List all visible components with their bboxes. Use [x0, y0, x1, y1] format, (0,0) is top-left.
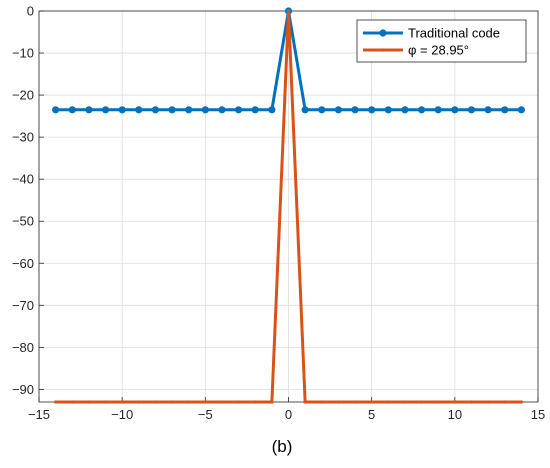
- series-1-point-12: [253, 400, 257, 404]
- series-1-point-19: [370, 400, 374, 404]
- series-1-point-28: [519, 400, 523, 404]
- series-1-point-0: [54, 400, 58, 404]
- y-tick-label-8: −80: [12, 340, 34, 355]
- series-1-point-22: [419, 400, 424, 404]
- x-tick-label-4: 5: [368, 407, 375, 422]
- y-tick-label-6: −60: [12, 256, 34, 271]
- x-tick-label-1: −10: [111, 407, 133, 422]
- series-0-point-24: [451, 106, 459, 114]
- y-tick-label-3: −30: [12, 130, 34, 145]
- series-0-point-12: [251, 106, 259, 114]
- y-tick-label-7: −70: [12, 298, 34, 313]
- series-1-point-9: [203, 400, 207, 404]
- y-tick-label-0: 0: [27, 4, 34, 19]
- x-tick-label-6: 15: [531, 407, 545, 422]
- series-1-point-21: [403, 400, 407, 404]
- x-tick-label-0: −15: [28, 407, 50, 422]
- series-0-point-18: [351, 106, 359, 114]
- y-tick-label-4: −40: [12, 172, 34, 187]
- series-0-point-27: [501, 106, 509, 114]
- legend-marker-1: [381, 48, 385, 52]
- x-tick-label-2: −5: [198, 407, 213, 422]
- series-0-point-22: [417, 106, 426, 114]
- series-0-point-3: [101, 106, 110, 114]
- series-1-point-18: [353, 400, 357, 404]
- series-1-point-14: [286, 9, 291, 13]
- series-0-point-11: [235, 106, 243, 114]
- x-tick-label-3: 0: [285, 407, 292, 422]
- series-1-point-17: [336, 400, 340, 404]
- series-1-point-26: [486, 400, 490, 404]
- series-0-point-6: [151, 106, 160, 114]
- series-1-point-3: [103, 400, 108, 404]
- series-1-point-1: [70, 400, 74, 404]
- series-0-point-21: [401, 106, 409, 114]
- series-1-point-20: [386, 400, 390, 404]
- series-1-point-13: [270, 400, 274, 404]
- series-1-point-5: [137, 400, 141, 404]
- series-1-point-24: [453, 400, 457, 404]
- series-0-point-26: [484, 106, 492, 114]
- x-tick-label-5: 10: [448, 407, 462, 422]
- series-1-point-16: [320, 400, 324, 404]
- series-0-point-5: [135, 106, 143, 114]
- series-1-point-27: [503, 400, 507, 404]
- series-0-point-8: [185, 106, 193, 114]
- series-0-point-4: [118, 106, 126, 114]
- series-1-point-11: [237, 400, 241, 404]
- series-0-point-7: [168, 106, 176, 114]
- legend: Traditional code φ = 28.95°: [356, 19, 527, 63]
- y-tick-label-2: −20: [12, 88, 34, 103]
- series-1-point-7: [170, 400, 174, 404]
- series-1-point-8: [187, 400, 191, 404]
- legend-label-1: φ = 28.95°: [408, 43, 469, 58]
- axis-ticks: −15 −10 −5 0 5 10 150−10−20−30−40−50−60−70−80−…: [12, 4, 545, 423]
- series-0-point-16: [318, 106, 326, 114]
- series-1-point-25: [469, 400, 474, 404]
- y-tick-label-9: −90: [12, 382, 34, 397]
- series-1-point-6: [153, 400, 158, 404]
- series-1-point-4: [120, 400, 124, 404]
- series-0-point-20: [384, 106, 392, 114]
- series-0-point-19: [368, 106, 376, 114]
- series-0-point-28: [517, 106, 525, 114]
- series-0-point-1: [68, 106, 76, 114]
- series-0-point-15: [301, 106, 309, 114]
- y-tick-label-5: −50: [12, 214, 34, 229]
- series-0-point-0: [52, 106, 60, 114]
- legend-label-0: Traditional code: [408, 26, 500, 41]
- legend-box: [356, 19, 527, 63]
- series-1-point-10: [220, 400, 224, 404]
- series-0-point-23: [434, 106, 442, 114]
- series-1-point-23: [436, 400, 440, 404]
- series-0-point-25: [467, 106, 476, 114]
- chart-caption: (b): [272, 437, 293, 456]
- series-0-point-17: [334, 106, 342, 114]
- series-0-point-10: [218, 106, 226, 114]
- legend-marker-0: [379, 29, 387, 37]
- series-0-point-9: [201, 106, 209, 114]
- series-1: [54, 9, 523, 404]
- series-1-point-15: [303, 400, 307, 404]
- series-layer: [52, 7, 525, 404]
- series-0-point-2: [85, 106, 93, 114]
- series-0-point-13: [268, 106, 276, 114]
- series-1-point-2: [87, 400, 91, 404]
- y-tick-label-1: −10: [12, 46, 34, 61]
